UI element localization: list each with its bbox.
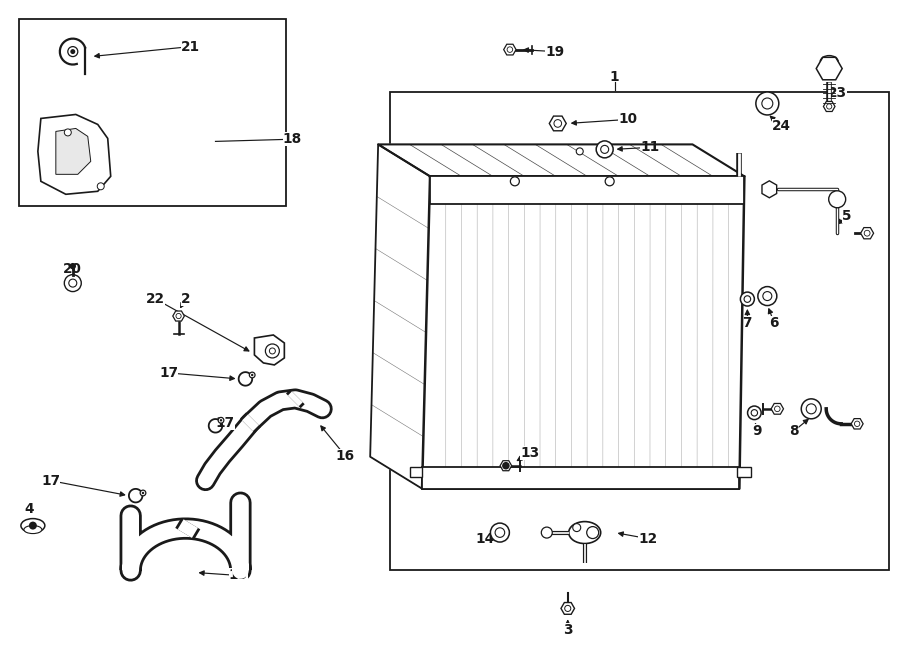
Text: 22: 22 [146, 292, 165, 306]
Circle shape [541, 527, 553, 538]
Polygon shape [38, 114, 111, 194]
Text: 4: 4 [24, 502, 33, 516]
Circle shape [29, 522, 37, 529]
Circle shape [502, 462, 509, 469]
Bar [19, 19, 286, 206]
Text: 7: 7 [742, 316, 752, 330]
Ellipse shape [569, 522, 600, 543]
Circle shape [142, 492, 144, 494]
Circle shape [266, 344, 279, 358]
Circle shape [605, 177, 614, 186]
Text: 2: 2 [181, 292, 190, 306]
Circle shape [64, 129, 71, 136]
Circle shape [97, 183, 104, 190]
Text: 6: 6 [770, 316, 779, 330]
Circle shape [69, 263, 76, 269]
Text: 11: 11 [640, 140, 659, 155]
Polygon shape [56, 128, 91, 175]
Polygon shape [255, 335, 284, 365]
Bar [390, 91, 889, 570]
Circle shape [218, 418, 224, 423]
Polygon shape [737, 467, 751, 477]
Circle shape [758, 287, 777, 305]
Circle shape [756, 92, 778, 115]
Text: 13: 13 [520, 446, 539, 460]
Text: 15: 15 [229, 568, 248, 582]
Circle shape [576, 148, 583, 155]
Polygon shape [410, 467, 422, 477]
Ellipse shape [24, 525, 42, 533]
Circle shape [587, 527, 599, 539]
Bar [430, 176, 744, 204]
Circle shape [70, 49, 76, 54]
Text: 17: 17 [216, 416, 235, 430]
Text: 24: 24 [772, 120, 791, 134]
Bar [422, 467, 740, 488]
Text: 17: 17 [41, 474, 60, 488]
Text: 5: 5 [842, 210, 852, 223]
Text: 17: 17 [159, 366, 178, 380]
Circle shape [596, 141, 613, 158]
Circle shape [140, 490, 146, 496]
Text: 1: 1 [610, 69, 619, 83]
Text: 20: 20 [63, 262, 82, 276]
Circle shape [748, 406, 761, 420]
Text: 9: 9 [752, 424, 762, 438]
Circle shape [68, 46, 77, 57]
Circle shape [251, 373, 254, 376]
Circle shape [220, 419, 222, 422]
Circle shape [572, 524, 580, 531]
Text: 16: 16 [336, 449, 355, 463]
Ellipse shape [21, 519, 45, 533]
Text: 12: 12 [638, 531, 657, 545]
Circle shape [801, 399, 821, 419]
Text: 23: 23 [828, 87, 847, 100]
Circle shape [491, 523, 509, 542]
Text: 3: 3 [562, 623, 572, 637]
Circle shape [249, 372, 255, 378]
Polygon shape [378, 144, 744, 176]
Circle shape [64, 274, 81, 292]
Text: 14: 14 [475, 531, 494, 545]
Text: 8: 8 [789, 424, 799, 438]
Circle shape [829, 191, 846, 208]
Circle shape [510, 177, 519, 186]
Polygon shape [422, 176, 744, 488]
Polygon shape [370, 144, 430, 488]
Text: 18: 18 [283, 132, 302, 146]
Text: 21: 21 [181, 40, 200, 54]
Text: 19: 19 [545, 44, 564, 59]
Circle shape [741, 292, 754, 306]
Text: 10: 10 [618, 112, 637, 126]
